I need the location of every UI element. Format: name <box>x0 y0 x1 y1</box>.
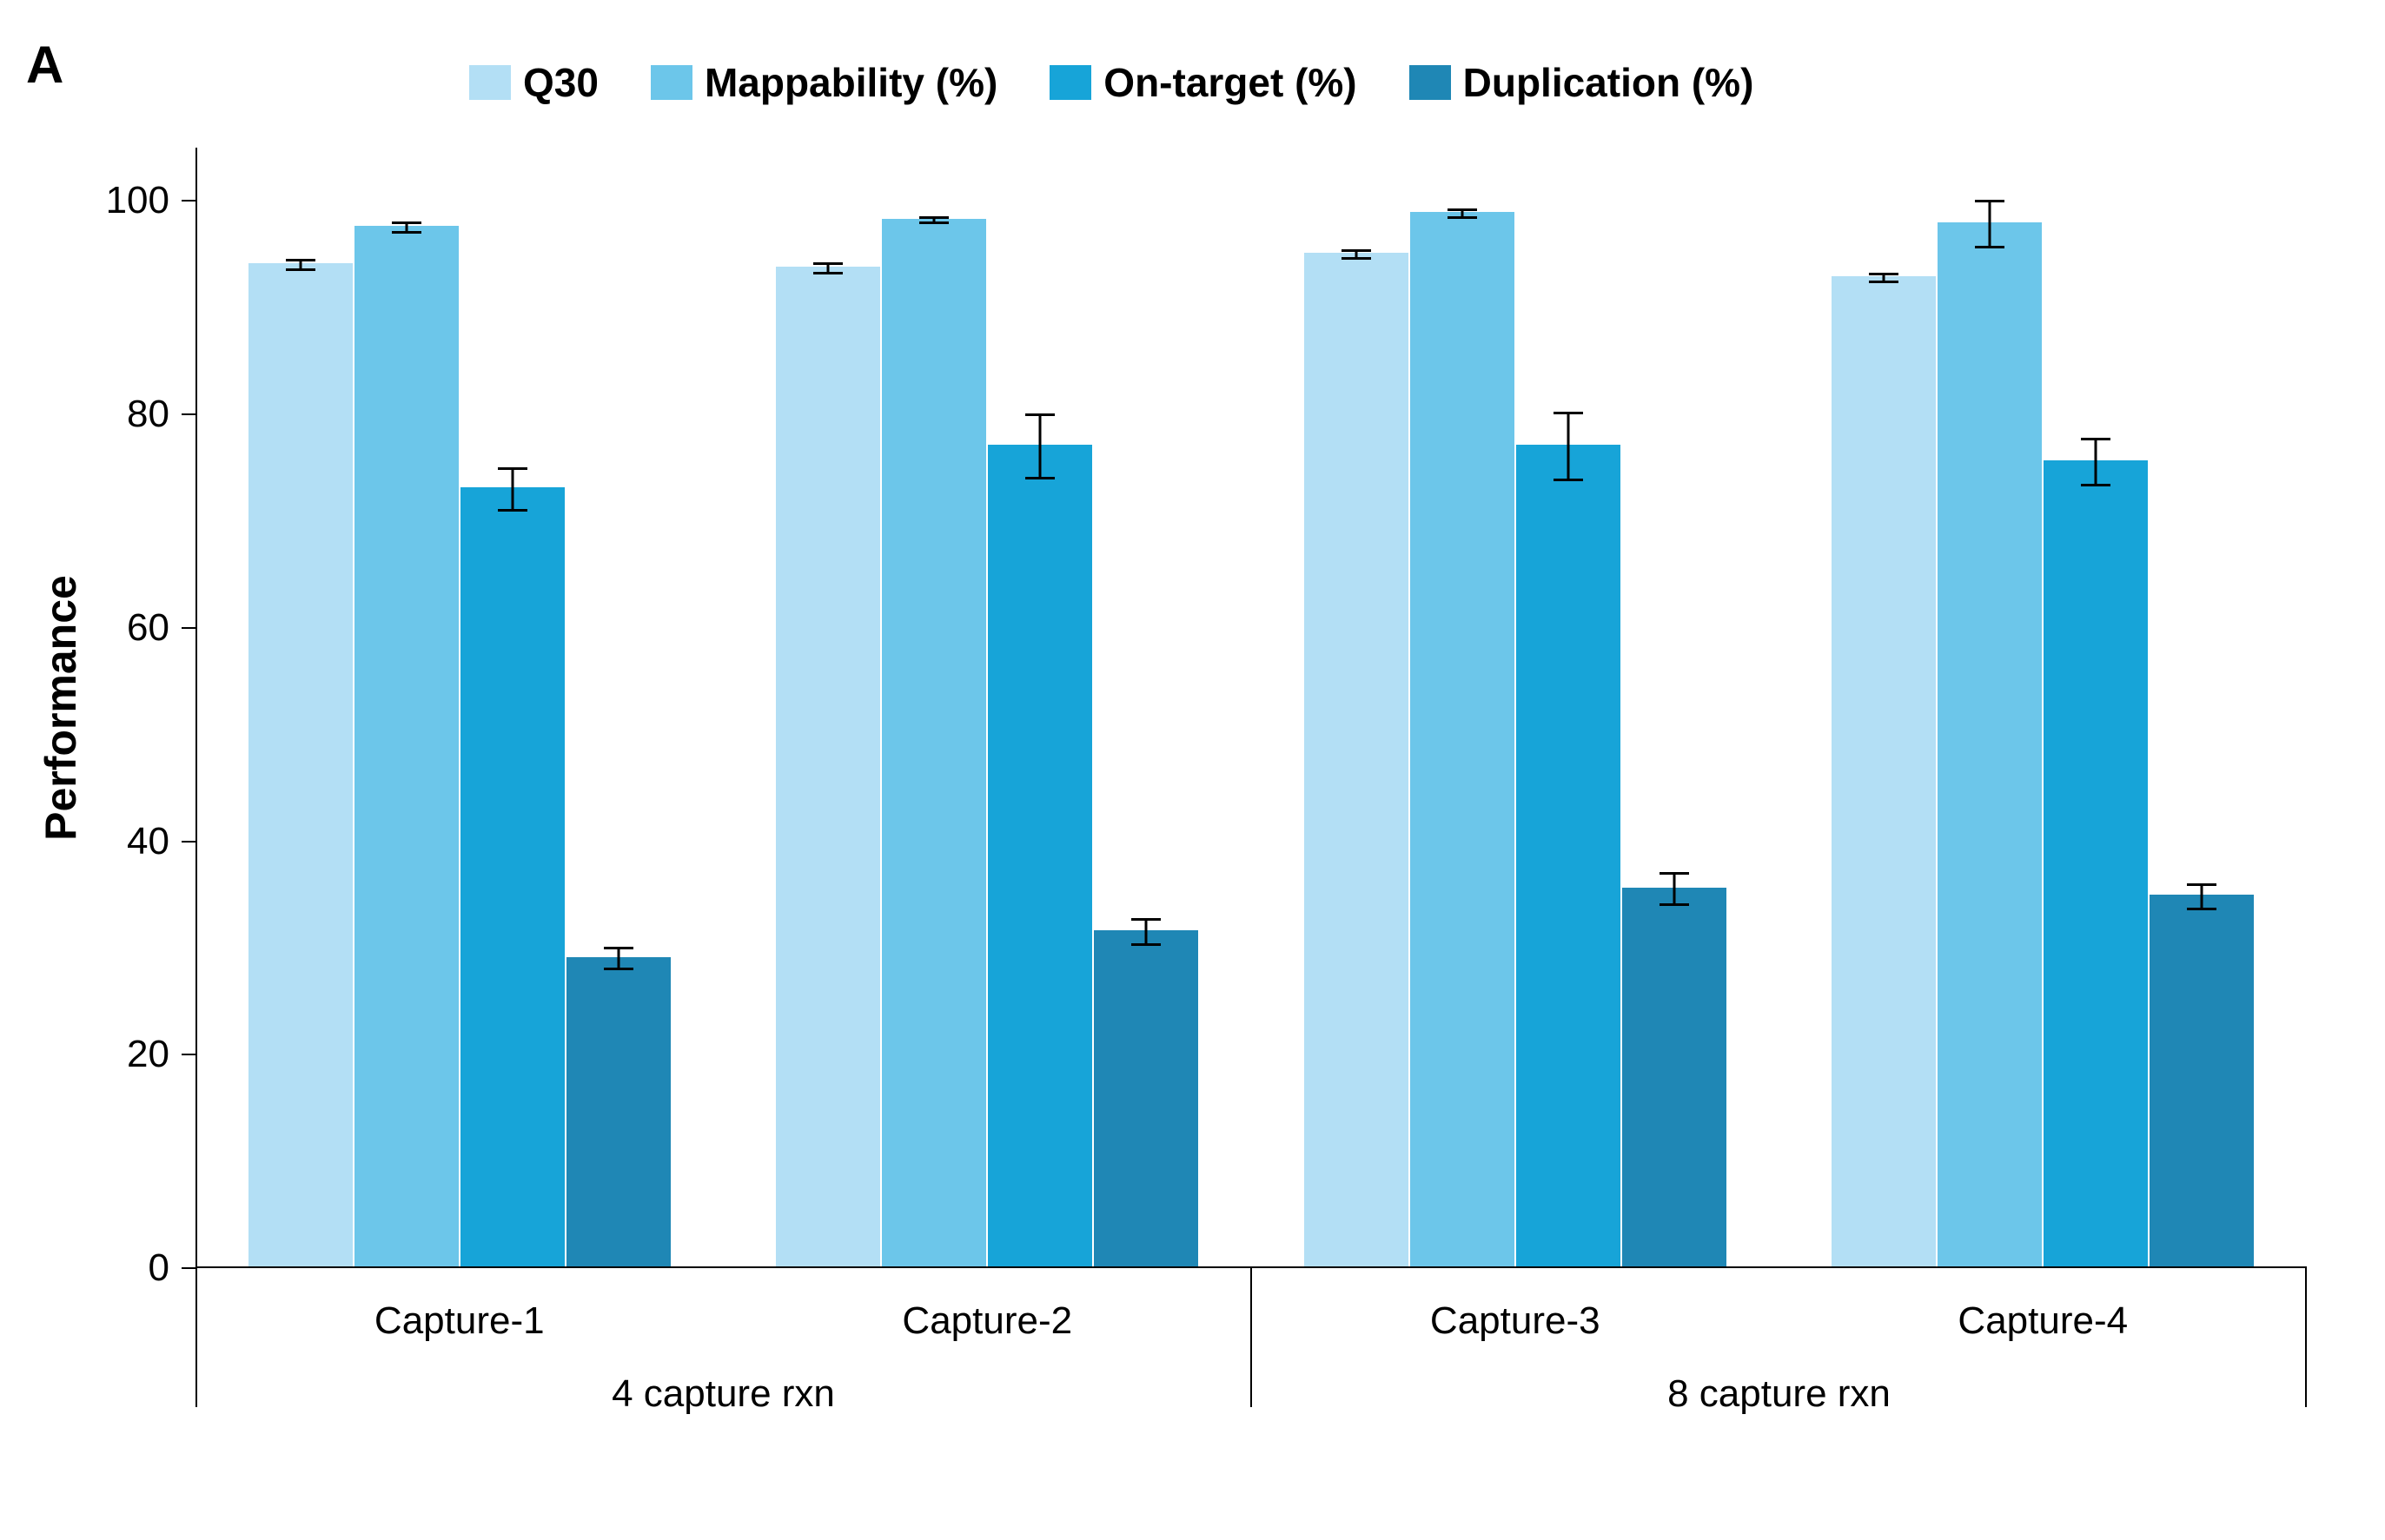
y-tick-mark <box>182 200 195 202</box>
bar <box>2044 460 2148 1266</box>
y-tick-label: 80 <box>65 393 169 436</box>
legend-swatch <box>1409 65 1451 100</box>
y-tick-label: 0 <box>65 1246 169 1290</box>
y-tick-label: 100 <box>65 179 169 222</box>
bar <box>882 219 986 1266</box>
legend-item: On-target (%) <box>1050 59 1356 106</box>
legend-item: Mappability (%) <box>651 59 997 106</box>
panel-label: A <box>26 35 63 95</box>
bar <box>1516 445 1620 1266</box>
x-category-label: Capture-1 <box>374 1299 545 1343</box>
y-tick-mark <box>182 841 195 843</box>
legend: Q30 Mappability (%) On-target (%) Duplicati… <box>469 59 1753 106</box>
bar <box>566 957 671 1266</box>
y-tick-mark <box>182 1054 195 1055</box>
bar <box>776 267 880 1266</box>
legend-swatch <box>1050 65 1091 100</box>
bar <box>460 487 565 1266</box>
x-group-side-line <box>2305 1268 2307 1407</box>
legend-label: Mappability (%) <box>705 59 997 106</box>
x-group-side-line <box>195 1268 197 1407</box>
x-category-label: Capture-4 <box>1958 1299 2128 1343</box>
bar <box>1410 212 1514 1266</box>
plot-area: 020406080100Capture-1Capture-2Capture-3C… <box>195 148 2307 1268</box>
legend-label: Q30 <box>523 59 599 106</box>
legend-label: On-target (%) <box>1103 59 1356 106</box>
legend-swatch <box>651 65 692 100</box>
figure-root: A Q30 Mappability (%) On-target (%) Duplicat… <box>0 0 2385 1540</box>
y-tick-mark <box>182 1267 195 1269</box>
x-group-label: 8 capture rxn <box>1667 1372 1891 1416</box>
bar <box>248 263 353 1266</box>
x-category-label: Capture-3 <box>1430 1299 1600 1343</box>
legend-swatch <box>469 65 511 100</box>
bar <box>1622 888 1726 1266</box>
x-group-label: 4 capture rxn <box>612 1372 835 1416</box>
y-tick-label: 20 <box>65 1033 169 1076</box>
bar <box>354 226 459 1266</box>
bar <box>2150 895 2254 1266</box>
legend-label: Duplication (%) <box>1463 59 1754 106</box>
x-category-label: Capture-2 <box>902 1299 1072 1343</box>
legend-item: Q30 <box>469 59 599 106</box>
y-tick-mark <box>182 413 195 415</box>
y-tick-mark <box>182 627 195 629</box>
legend-item: Duplication (%) <box>1409 59 1754 106</box>
bar <box>1832 276 1936 1266</box>
x-group-divider <box>1250 1268 1252 1407</box>
bar <box>1094 930 1198 1266</box>
bar <box>1938 222 2042 1266</box>
bar <box>1304 253 1408 1266</box>
bar <box>988 445 1092 1266</box>
y-axis-line <box>195 148 197 1266</box>
y-axis-title: Performance <box>36 575 86 841</box>
